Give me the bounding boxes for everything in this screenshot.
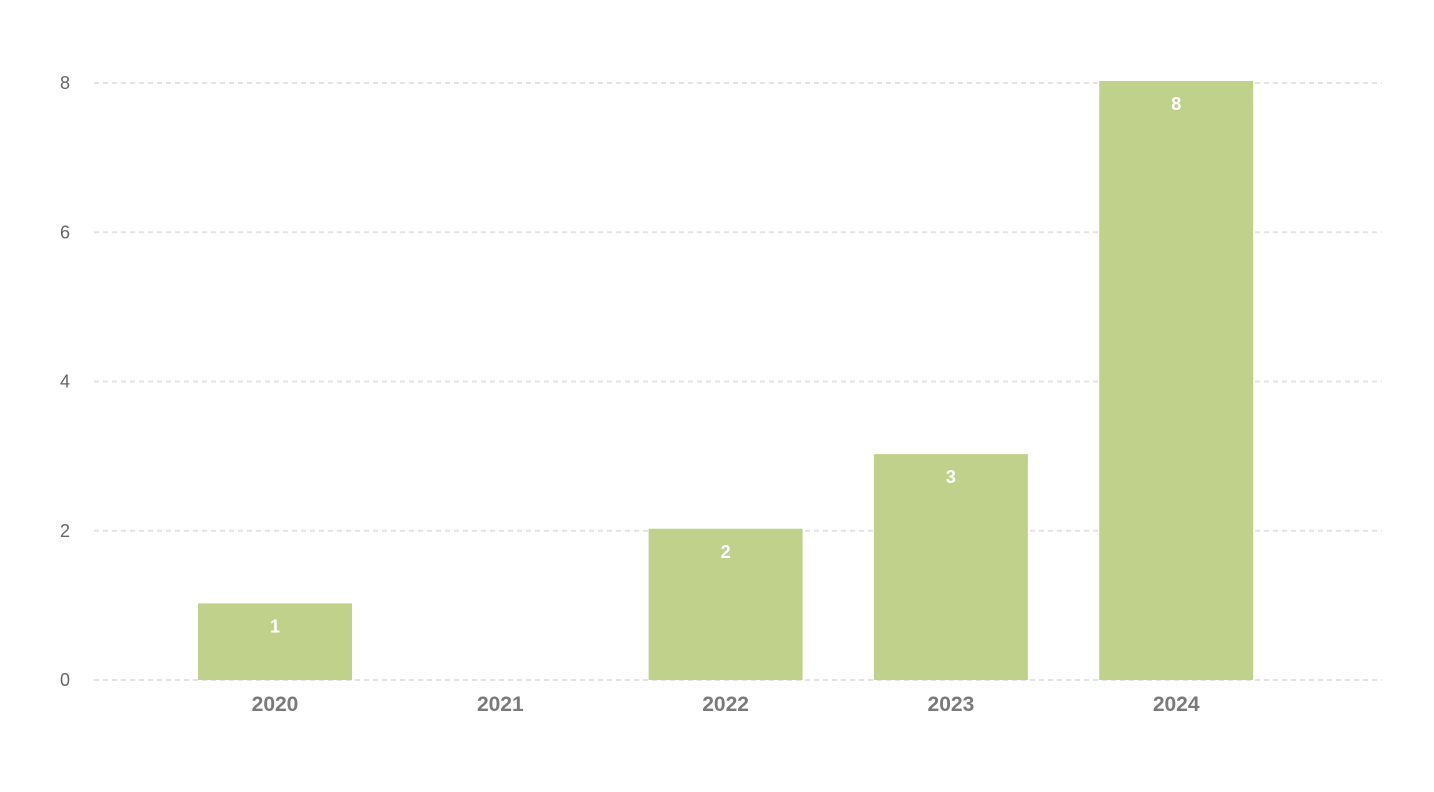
y-tick-label: 4: [60, 372, 70, 392]
bar-data-label: 8: [1171, 94, 1181, 114]
bar: [1099, 81, 1254, 680]
x-category-label: 2023: [928, 693, 975, 716]
y-tick-label: 0: [60, 670, 70, 690]
x-category-label: 2020: [252, 693, 299, 716]
bar: [648, 528, 803, 680]
bars: [198, 81, 1254, 680]
bar-data-label: 3: [946, 467, 956, 487]
y-tick-label: 8: [60, 73, 70, 93]
x-category-label: 2024: [1153, 693, 1200, 716]
bar-data-label: 1: [270, 616, 280, 636]
x-axis-category-labels: 2020 2021 2022 2023 2024: [252, 693, 1200, 716]
bar-data-label: 2: [721, 542, 731, 562]
y-tick-label: 2: [60, 521, 70, 541]
bar: [198, 603, 352, 680]
bar-data-labels: 1 2 3 8: [270, 94, 1181, 636]
bar: [873, 454, 1028, 680]
y-axis-tick-labels: 0 2 4 6 8: [60, 73, 70, 690]
x-category-label: 2022: [702, 693, 749, 716]
y-tick-label: 6: [60, 222, 70, 242]
x-category-label: 2021: [477, 693, 524, 716]
